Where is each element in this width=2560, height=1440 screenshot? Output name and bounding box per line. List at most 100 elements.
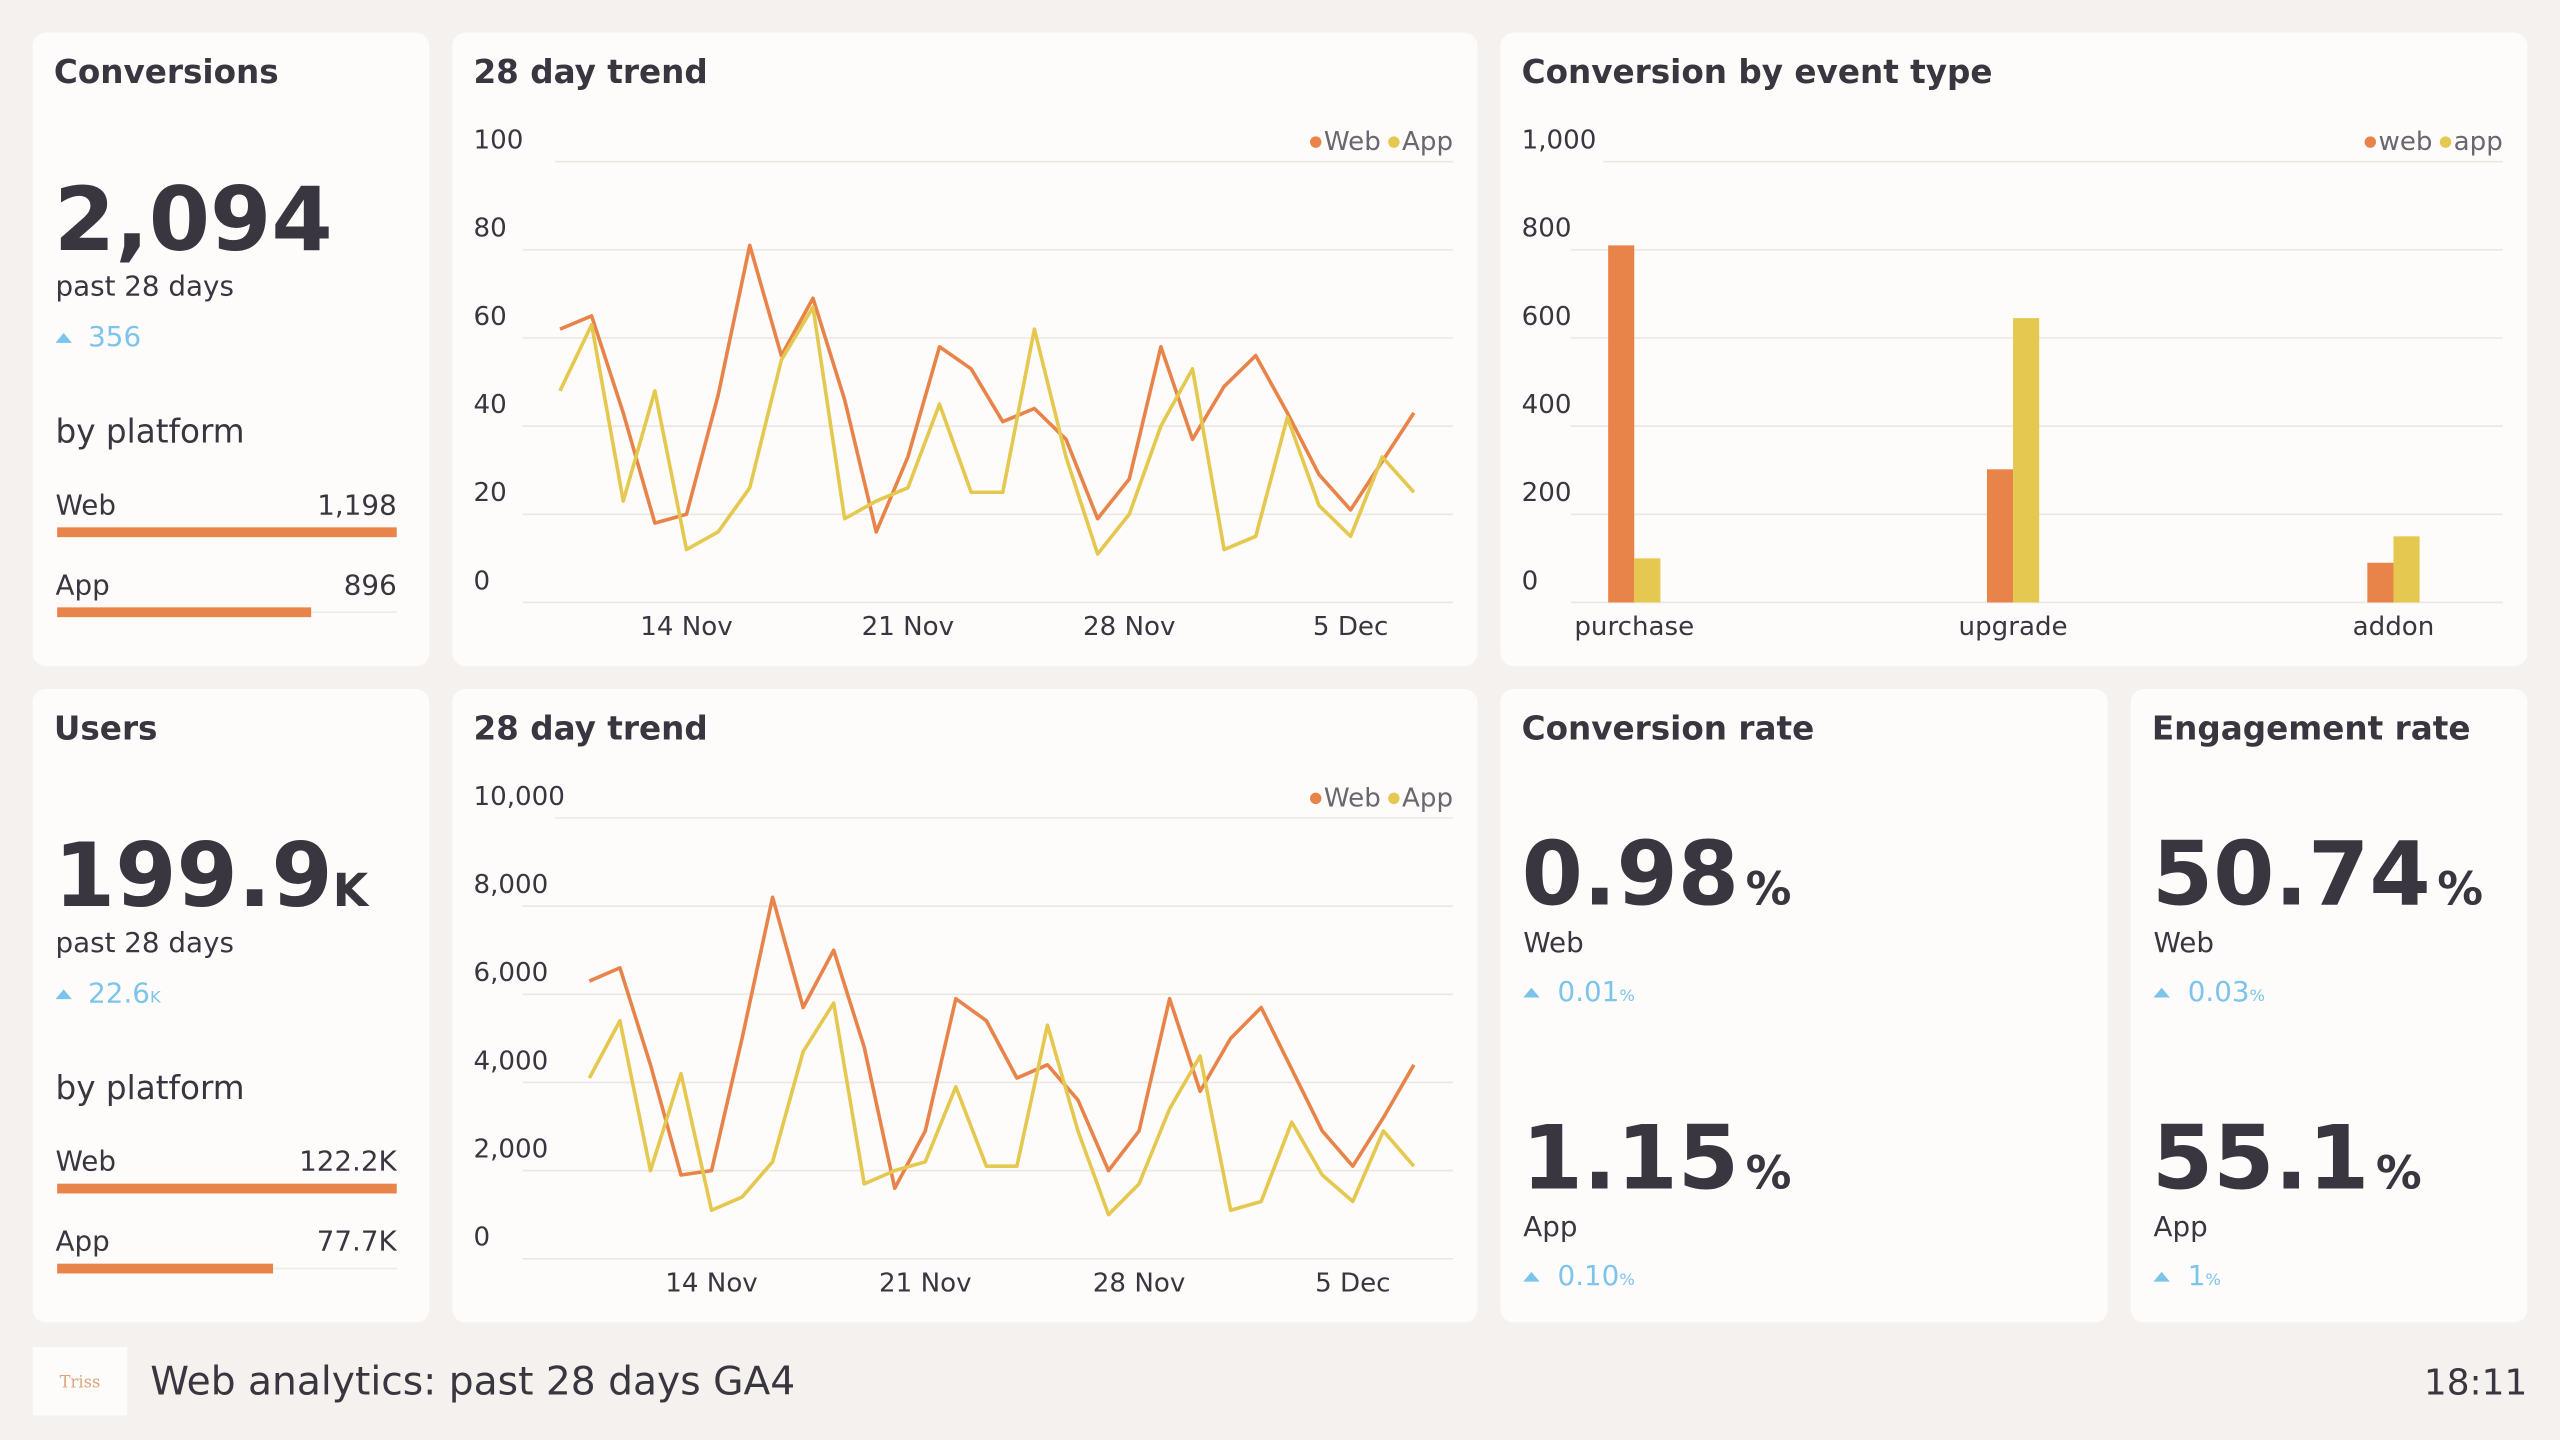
legend-swatch bbox=[1310, 136, 1322, 148]
clock: 18:11 bbox=[2424, 1362, 2527, 1403]
kpi-value: 50.74% bbox=[2152, 822, 2483, 925]
legend-label: app bbox=[2454, 127, 2503, 157]
kpi-value: 55.1% bbox=[2152, 1107, 2422, 1210]
delta-unit: K bbox=[150, 987, 162, 1006]
y-tick-label: 1,000 bbox=[1522, 126, 1597, 156]
y-tick-label: 600 bbox=[1522, 302, 1572, 332]
delta: 0.10% bbox=[1558, 1259, 1635, 1292]
bar bbox=[1986, 469, 2014, 603]
delta-arrow bbox=[55, 333, 72, 343]
legend-label: Web bbox=[1324, 127, 1381, 157]
card-title: Users bbox=[54, 710, 158, 748]
kpi-value: 1.15% bbox=[1522, 1107, 1792, 1210]
period: past 28 days bbox=[56, 270, 234, 303]
bar bbox=[1634, 558, 1661, 603]
legend-label: Web bbox=[1324, 784, 1381, 814]
bar bbox=[1608, 245, 1635, 603]
card bbox=[32, 32, 430, 667]
x-tick-label: 21 Nov bbox=[862, 612, 954, 642]
y-tick-label: 40 bbox=[473, 390, 506, 420]
card bbox=[32, 688, 430, 1323]
y-tick-label: 800 bbox=[1522, 214, 1572, 244]
platform-name: Web bbox=[56, 488, 116, 521]
card-title: Engagement rate bbox=[2152, 710, 2471, 748]
delta-arrow bbox=[55, 989, 72, 1000]
x-tick-label: 14 Nov bbox=[665, 1268, 757, 1298]
platform-name: App bbox=[2153, 1210, 2207, 1243]
legend-label: web bbox=[2378, 127, 2432, 157]
legend-swatch bbox=[1388, 136, 1400, 148]
card bbox=[452, 32, 1478, 667]
series-line bbox=[559, 243, 1416, 534]
footer-title: Web analytics: past 28 days GA4 bbox=[150, 1359, 795, 1404]
y-tick-label: 60 bbox=[473, 302, 506, 332]
platform-bar bbox=[57, 1183, 397, 1194]
y-tick-label: 2,000 bbox=[473, 1135, 548, 1165]
y-tick-label: 400 bbox=[1522, 390, 1572, 420]
kpi-number: 50.74 bbox=[2152, 822, 2431, 925]
x-tick-label: 5 Dec bbox=[1315, 1268, 1390, 1298]
card-title: Conversions bbox=[54, 53, 279, 91]
bar bbox=[2393, 536, 2420, 603]
legend-swatch bbox=[2364, 136, 2377, 148]
delta: 0.03% bbox=[2188, 975, 2265, 1008]
kpi-number: 55.1 bbox=[2152, 1107, 2370, 1210]
x-tick-label: 21 Nov bbox=[879, 1268, 971, 1298]
delta-arrow bbox=[2153, 1271, 2170, 1282]
card bbox=[1500, 688, 2108, 1323]
x-tick-label: upgrade bbox=[1959, 612, 2068, 642]
delta-number: 0.01 bbox=[1558, 975, 1620, 1008]
kpi-unit: K bbox=[333, 864, 370, 917]
y-tick-label: 80 bbox=[473, 214, 506, 244]
delta: 1% bbox=[2188, 1259, 2221, 1292]
kpi-value: 0.98% bbox=[1522, 822, 1792, 925]
platform-bar bbox=[57, 607, 312, 618]
card-title: 28 day trend bbox=[473, 53, 707, 91]
legend-swatch bbox=[1388, 792, 1400, 805]
period: past 28 days bbox=[56, 926, 234, 959]
delta-unit: % bbox=[2205, 1270, 2221, 1289]
bar bbox=[2013, 318, 2040, 603]
kpi-unit: % bbox=[2376, 1147, 2422, 1200]
y-tick-label: 8,000 bbox=[473, 870, 548, 900]
legend-label: App bbox=[1402, 127, 1453, 157]
card-title: Conversion by event type bbox=[1522, 53, 1993, 91]
logo: Triss bbox=[60, 1373, 101, 1392]
delta: 22.6K bbox=[88, 976, 162, 1009]
x-tick-label: 5 Dec bbox=[1313, 612, 1388, 642]
platform-bar bbox=[57, 527, 397, 538]
platform-bar bbox=[57, 1263, 274, 1274]
platform-name: App bbox=[56, 1225, 110, 1258]
kpi-unit: % bbox=[2437, 862, 2483, 915]
bar bbox=[2367, 562, 2394, 603]
platform-value: 896 bbox=[344, 568, 397, 601]
logo-box bbox=[32, 1346, 128, 1416]
legend-swatch bbox=[1310, 792, 1322, 805]
card bbox=[2130, 688, 2528, 1323]
kpi-number: 2,094 bbox=[54, 168, 333, 271]
platform-name: App bbox=[56, 568, 110, 601]
y-tick-label: 0 bbox=[1522, 566, 1539, 596]
series-line bbox=[588, 895, 1416, 1191]
y-tick-label: 6,000 bbox=[473, 958, 548, 988]
platform-name: Web bbox=[2153, 926, 2214, 959]
kpi-unit: % bbox=[1746, 862, 1792, 915]
delta: 0.01% bbox=[1558, 975, 1635, 1008]
delta-unit: % bbox=[1619, 1270, 1635, 1289]
series-line bbox=[587, 1001, 1416, 1217]
delta-number: 22.6 bbox=[88, 976, 150, 1009]
x-tick-label: 28 Nov bbox=[1083, 612, 1175, 642]
x-tick-label: 14 Nov bbox=[640, 612, 732, 642]
delta-number: 0.03 bbox=[2188, 975, 2250, 1008]
legend-label: App bbox=[1402, 784, 1453, 814]
kpi-number: 199.9 bbox=[54, 824, 333, 927]
platform-value: 1,198 bbox=[317, 488, 396, 521]
kpi-value: 199.9K bbox=[54, 824, 370, 927]
delta-number: 1 bbox=[2188, 1259, 2206, 1292]
platform-name: Web bbox=[1523, 926, 1584, 959]
kpi-unit: % bbox=[1746, 1147, 1792, 1200]
platform-value: 122.2K bbox=[299, 1145, 397, 1178]
y-tick-label: 10,000 bbox=[473, 782, 564, 812]
breakdown-title: by platform bbox=[56, 1069, 245, 1107]
